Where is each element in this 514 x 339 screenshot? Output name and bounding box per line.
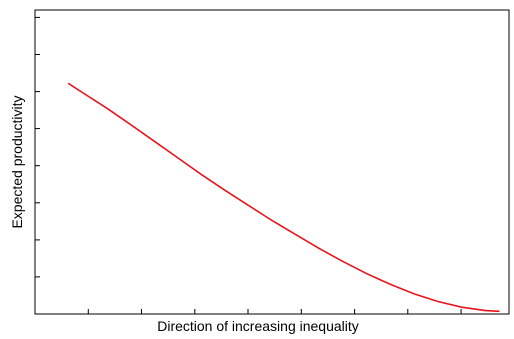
plot-area-frame <box>34 9 510 315</box>
y-axis-label: Expected productivity <box>9 95 25 228</box>
series-line-expected-productivity <box>67 82 500 313</box>
x-axis-label: Direction of increasing inequality <box>157 318 359 334</box>
tick-marks <box>35 16 462 314</box>
